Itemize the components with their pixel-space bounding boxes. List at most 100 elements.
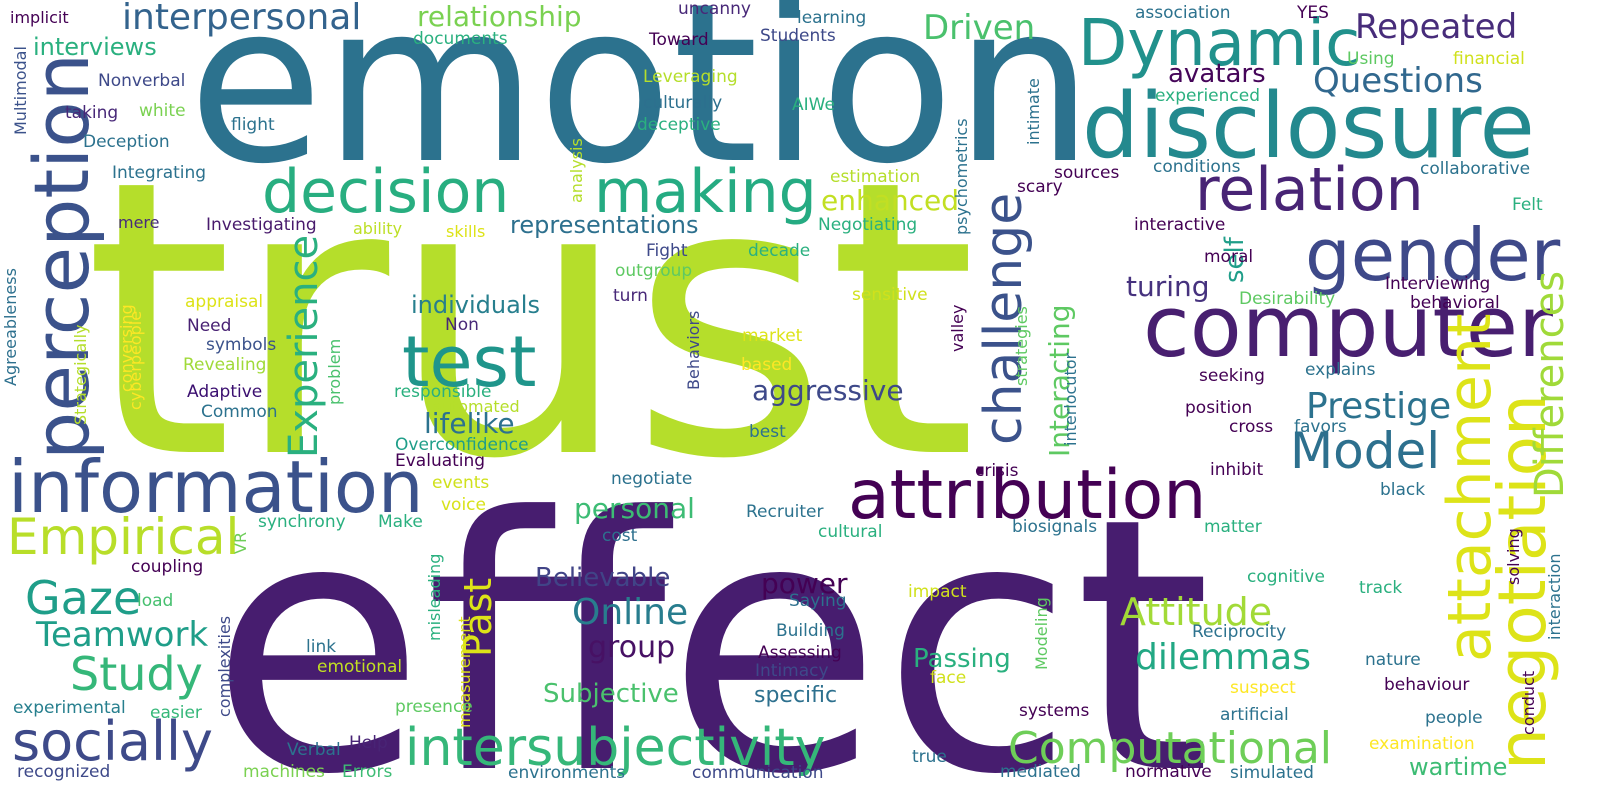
word-responsible: responsible	[394, 382, 491, 402]
word-interaction: interaction	[1545, 553, 1564, 640]
word-attachment: attachment	[1435, 313, 1505, 662]
word-modeling: Modeling	[1032, 597, 1051, 670]
word-seeking: seeking	[1199, 366, 1265, 386]
word-leveraging: Leveraging	[643, 67, 738, 87]
word-recruiter: Recruiter	[746, 502, 823, 522]
word-environments: environments	[508, 763, 625, 783]
word-conversing: conversing	[117, 304, 136, 392]
word-turing: turing	[1126, 270, 1210, 303]
word-collaborative: collaborative	[1420, 159, 1530, 179]
word-make: Make	[378, 512, 423, 532]
word-learning: learning	[797, 8, 866, 28]
word-desirability: Desirability	[1239, 289, 1335, 309]
word-experimental: experimental	[13, 698, 126, 718]
word-model: Model	[1290, 422, 1440, 480]
word-using: Using	[1347, 49, 1395, 69]
word-track: track	[1359, 578, 1402, 598]
word-negotiate: negotiate	[611, 469, 692, 489]
word-position: position	[1185, 398, 1252, 418]
word-conduct: conduct	[1519, 671, 1538, 735]
word-synchrony: synchrony	[258, 512, 346, 532]
word-help: Help	[349, 733, 388, 753]
word-normative: normative	[1125, 762, 1212, 782]
word-taking: taking	[65, 103, 118, 123]
word-emotion: emotion	[188, 0, 1094, 212]
word-crisis: crisis	[975, 461, 1019, 481]
word-behaviour: behaviour	[1384, 675, 1469, 695]
word-uncanny: uncanny	[678, 0, 751, 19]
word-matter: matter	[1204, 517, 1262, 537]
word-moral: moral	[1204, 247, 1253, 267]
word-financial: financial	[1453, 49, 1525, 69]
word-biosignals: biosignals	[1012, 517, 1097, 537]
word-individuals: individuals	[411, 291, 540, 319]
word-interviewing: Interviewing	[1385, 274, 1490, 294]
word-overconfidence: Overconfidence	[395, 435, 529, 455]
word-estimation: estimation	[830, 167, 920, 187]
word-negotiating: Negotiating	[818, 215, 917, 235]
word-experienced: experienced	[1155, 86, 1260, 106]
word-information: information	[8, 445, 424, 529]
word-interacting: Interacting	[1043, 304, 1076, 457]
word-disclosure: disclosure	[1082, 74, 1535, 179]
word-mere: mere	[118, 213, 160, 232]
word-turn: turn	[613, 286, 648, 306]
word-effect: effect	[210, 443, 1211, 800]
word-believable: Believable	[535, 563, 670, 593]
word-based: based	[741, 355, 792, 375]
word-investigating: Investigating	[206, 215, 317, 235]
word-differences: Differences	[1527, 271, 1573, 498]
word-aiwe: AIWe	[792, 95, 835, 115]
word-mediated: mediated	[1000, 762, 1081, 782]
word-personal: personal	[574, 492, 695, 525]
word-impact: impact	[908, 582, 967, 602]
word-market: market	[742, 326, 803, 346]
word-white: white	[139, 101, 186, 121]
word-cognitive: cognitive	[1247, 567, 1325, 587]
word-events: events	[432, 473, 489, 493]
word-multimodal: Multimodal	[11, 46, 30, 135]
word-aggressive: aggressive	[752, 374, 904, 407]
word-conditions: conditions	[1153, 157, 1241, 177]
word-study: Study	[70, 647, 203, 701]
word-interactive: interactive	[1134, 215, 1225, 235]
word-nonverbal: Nonverbal	[98, 71, 185, 91]
word-intersubjectivity: intersubjectivity	[405, 718, 825, 778]
word-communication: communication	[692, 763, 823, 783]
word-coupling: coupling	[131, 557, 203, 577]
word-deceptive: deceptive	[637, 115, 721, 135]
word-relationship: relationship	[417, 0, 582, 33]
word-people: people	[1425, 708, 1483, 728]
word-attitude: Attitude	[1120, 590, 1272, 634]
word-fight: Fight	[646, 241, 688, 261]
word-face: face	[930, 668, 966, 688]
word-challenge: challenge	[974, 193, 1034, 445]
word-inhibit: inhibit	[1210, 460, 1264, 480]
word-teamwork: Teamwork	[35, 615, 208, 655]
word-attribution: attribution	[848, 456, 1206, 535]
word-self: self	[1220, 236, 1250, 283]
word-complexities: complexities	[215, 616, 234, 717]
word-test: test	[402, 321, 536, 403]
word-specific: specific	[754, 683, 837, 708]
word-avatars: avatars	[1168, 59, 1266, 89]
word-computational: Computational	[1008, 723, 1332, 774]
word-scary: scary	[1017, 177, 1063, 197]
word-sensitive: sensitive	[852, 285, 928, 305]
word-dynamic: Dynamic	[1078, 7, 1360, 81]
word-behaviors: Behaviors	[684, 311, 703, 390]
word-nature: nature	[1365, 650, 1421, 670]
word-intimacy: Intimacy	[755, 661, 829, 681]
word-systems: systems	[1019, 701, 1089, 721]
word-valley: valley	[948, 305, 967, 352]
word-explains: explains	[1305, 360, 1376, 380]
word-dilemmas: dilemmas	[1135, 637, 1311, 678]
word-decision: decision	[262, 157, 509, 227]
word-non: Non	[445, 315, 479, 335]
word-students: Students	[760, 26, 836, 46]
word-agreeableness: Agreeableness	[1, 268, 20, 386]
word-group: group	[588, 630, 675, 665]
word-problem: problem	[325, 339, 344, 405]
word-measurement: measurement	[455, 616, 474, 728]
